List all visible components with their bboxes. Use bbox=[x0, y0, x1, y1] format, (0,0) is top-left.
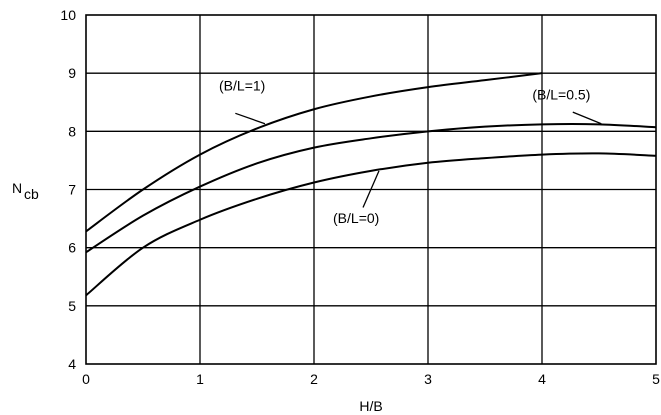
y-tick-label: 9 bbox=[68, 65, 76, 81]
series-line-0 bbox=[85, 72, 543, 233]
y-axis-title-sub: cb bbox=[24, 186, 39, 202]
y-tick-label: 5 bbox=[68, 298, 76, 314]
series-line-1 bbox=[85, 123, 657, 254]
x-tick-label: 4 bbox=[538, 371, 546, 387]
plot-frame bbox=[85, 14, 657, 365]
y-axis-title: N cb bbox=[12, 180, 39, 202]
annotation-label-2: (B/L=0) bbox=[333, 210, 379, 226]
x-tick-label: 1 bbox=[196, 371, 204, 387]
x-tick-label: 0 bbox=[82, 371, 90, 387]
x-axis-title: H/B bbox=[359, 398, 382, 414]
x-tick-label: 2 bbox=[310, 371, 318, 387]
x-tick-label: 3 bbox=[424, 371, 432, 387]
y-tick-label: 7 bbox=[68, 182, 76, 198]
annotation-leader-2 bbox=[362, 170, 380, 208]
annotation-leader-0 bbox=[235, 112, 266, 125]
x-tick-label: 5 bbox=[652, 371, 660, 387]
series-line-2 bbox=[85, 152, 657, 297]
annotation-leader-1 bbox=[572, 111, 602, 125]
y-tick-label: 8 bbox=[68, 123, 76, 139]
y-tick-label: 6 bbox=[68, 240, 76, 256]
annotation-label-1: (B/L=0.5) bbox=[532, 86, 590, 102]
annotation-label-0: (B/L=1) bbox=[219, 78, 265, 94]
y-tick-label: 10 bbox=[60, 7, 76, 23]
y-tick-label: 4 bbox=[68, 356, 76, 372]
y-axis-title-main: N bbox=[12, 180, 22, 196]
